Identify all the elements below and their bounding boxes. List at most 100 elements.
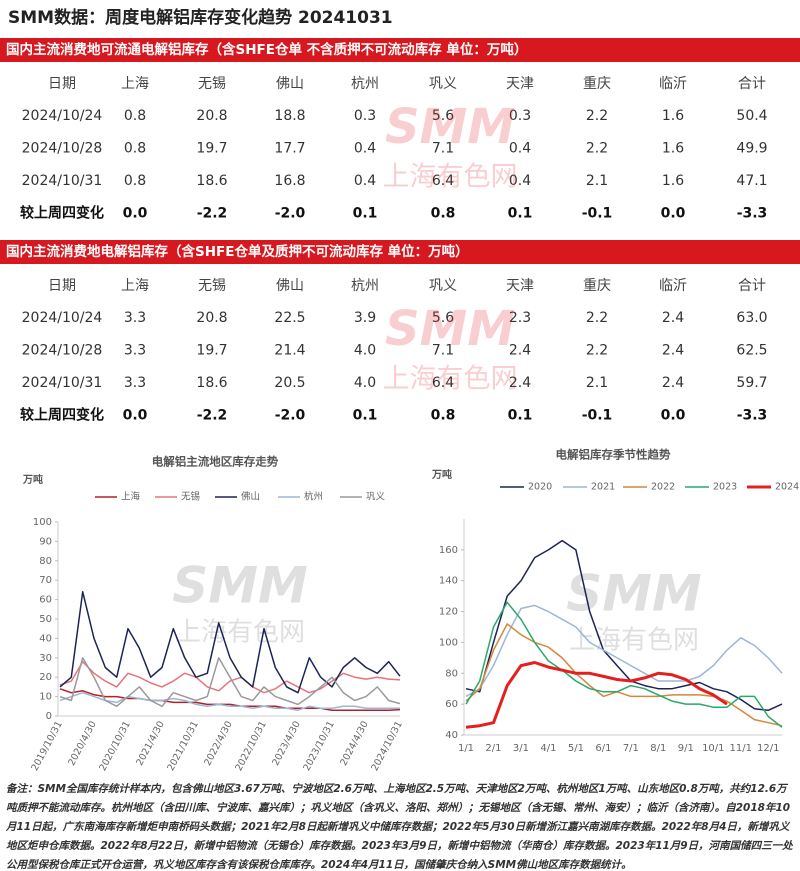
table-cell: -2.0: [275, 206, 306, 222]
table-cell: 2.3: [509, 310, 531, 326]
table-caption-bar: [0, 240, 800, 264]
table-cell: 50.4: [736, 108, 767, 124]
x-tick-label: 2020/10/31: [97, 719, 132, 773]
table-cell: 20.5: [274, 375, 305, 391]
table-cell: 2.1: [586, 173, 608, 189]
series-line: [465, 601, 783, 728]
table-header: 上海: [121, 278, 149, 294]
table-cell: 2.1: [586, 375, 608, 391]
x-tick-label: 11/1: [730, 743, 752, 754]
x-tick-label: 2024/4/30: [338, 719, 371, 767]
table-cell: 20.8: [196, 310, 227, 326]
table-cell: 0.0: [661, 408, 686, 424]
table-header: 无锡: [198, 76, 226, 92]
table-cell: 16.8: [274, 173, 305, 189]
table-header: 上海: [121, 76, 149, 92]
page-title: SMM数据：周度电解铝库存变化趋势 20241031: [8, 7, 393, 28]
watermark-logo: SMM: [566, 565, 702, 623]
series-line: [465, 539, 783, 712]
table-cell: 2.2: [586, 108, 608, 124]
table-cell: 2.4: [509, 343, 531, 359]
y-tick-label: 80: [445, 668, 458, 679]
table-caption: 国内主流消费地可流通电解铝库存（含SHFE仓单 不含质押不可流动库存 单位：万吨…: [6, 41, 527, 58]
x-tick-label: 6/1: [595, 743, 611, 754]
table-header: 重庆: [583, 278, 611, 294]
table-header: 天津: [506, 278, 534, 294]
table-cell: 4.0: [354, 375, 376, 391]
table-cell: 0.8: [431, 408, 456, 424]
table-header: 佛山: [276, 278, 304, 294]
legend-label: 2021: [591, 482, 615, 493]
table-cell: 3.3: [124, 310, 146, 326]
table-header: 日期: [48, 76, 76, 92]
table-cell: 1.6: [662, 173, 684, 189]
table-cell: 0.4: [509, 173, 531, 189]
footnote: 备注：SMM全国库存统计样本内，包含佛山地区3.67万吨、宁波地区2.6万吨、上…: [6, 783, 793, 871]
table-cell: 2.4: [509, 375, 531, 391]
table-caption: 国内主流消费地电解铝库存（含SHFE仓单及质押不可流动库存 单位：万吨）: [6, 243, 469, 260]
y-tick-label: 10: [39, 692, 52, 703]
table-cell: 2024/10/31: [22, 375, 103, 391]
table-cell: 49.9: [736, 141, 767, 157]
table-cell: 0.8: [124, 141, 146, 157]
y-tick-label: 60: [445, 699, 458, 710]
table-cell: 59.7: [736, 375, 767, 391]
table-cell: 63.0: [736, 310, 767, 326]
watermark-logo: SMM: [385, 99, 515, 155]
table-header: 巩义: [429, 278, 457, 294]
table-cell: 3.3: [124, 343, 146, 359]
table-cell: 17.7: [274, 141, 305, 157]
table-cell: 18.6: [196, 173, 227, 189]
table-cell: -0.1: [582, 408, 613, 424]
table-header: 佛山: [276, 76, 304, 92]
table-cell: 21.4: [274, 343, 305, 359]
table-cell: 2.2: [586, 141, 608, 157]
table-cell: -2.2: [197, 408, 228, 424]
table-caption-bar: [0, 38, 800, 62]
table-header: 巩义: [429, 76, 457, 92]
chart-title: 电解铝主流地区库存走势: [152, 455, 279, 469]
legend-label: 2023: [713, 482, 737, 493]
y-axis-unit: 万吨: [22, 473, 43, 486]
table-header: 临沂: [659, 76, 687, 92]
table-cell: 5.6: [432, 108, 454, 124]
table-cell: 2024/10/24: [22, 310, 103, 326]
table-cell: 7.1: [432, 141, 454, 157]
table-cell: 5.6: [432, 310, 454, 326]
legend-label: 无锡: [181, 491, 200, 503]
y-tick-label: 140: [439, 576, 458, 587]
table-cell: 0.4: [354, 173, 376, 189]
table-cell: 2024/10/24: [22, 108, 103, 124]
x-tick-label: 2/1: [485, 743, 501, 754]
table-cell: 0.3: [354, 108, 376, 124]
legend-label: 佛山: [241, 491, 260, 503]
table-cell: 18.6: [196, 375, 227, 391]
table-header: 杭州: [351, 76, 379, 92]
series-line: [59, 660, 401, 694]
x-tick-label: 2021/4/30: [134, 719, 167, 767]
table-cell: 2024/10/28: [22, 343, 103, 359]
table-cell: 6.4: [432, 173, 454, 189]
table-cell: 0.1: [353, 206, 378, 222]
table-cell: 6.4: [432, 375, 454, 391]
table-cell: 0.8: [124, 108, 146, 124]
legend-label: 2022: [651, 482, 675, 493]
table-header: 无锡: [198, 278, 226, 294]
table-cell: 22.5: [274, 310, 305, 326]
legend-label: 杭州: [304, 491, 323, 503]
table-cell: 0.8: [431, 206, 456, 222]
legend-label: 巩义: [366, 492, 386, 503]
y-tick-label: 100: [33, 517, 52, 528]
table-cell: 2.4: [662, 375, 684, 391]
table-header: 临沂: [659, 278, 687, 294]
y-tick-label: 90: [39, 536, 52, 547]
table-cell: 0.8: [124, 173, 146, 189]
table-cell: 0.0: [123, 206, 148, 222]
table-cell: 2.2: [586, 343, 608, 359]
table-cell: 19.7: [196, 343, 227, 359]
y-tick-label: 120: [439, 607, 458, 618]
table-header: 杭州: [351, 278, 379, 294]
table-header: 合计: [738, 76, 766, 92]
x-tick-label: 7/1: [623, 743, 639, 754]
